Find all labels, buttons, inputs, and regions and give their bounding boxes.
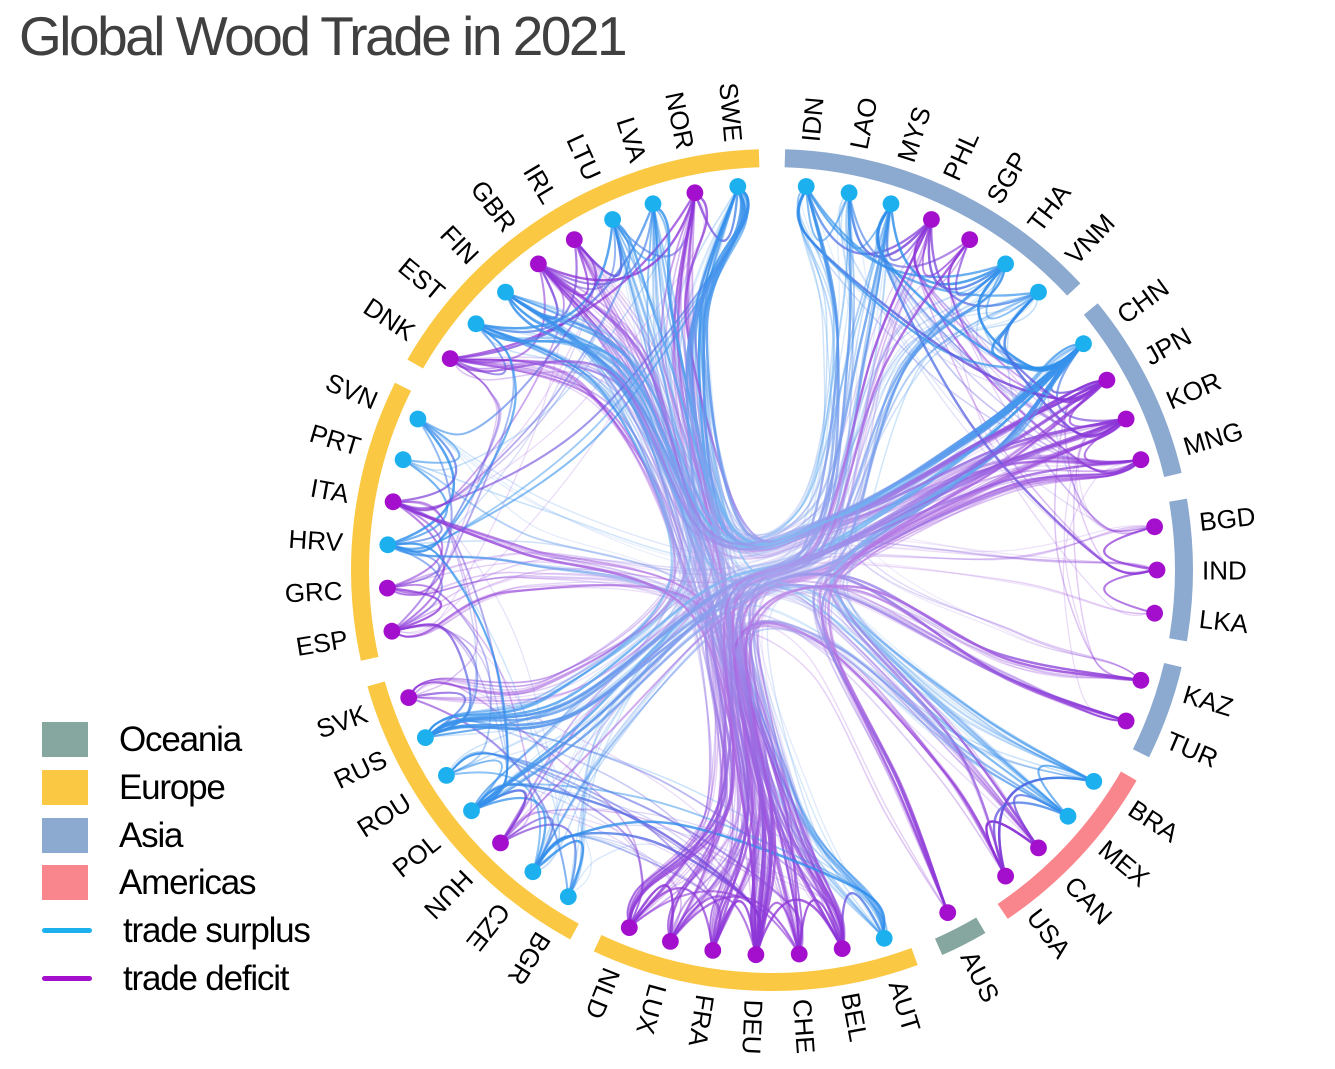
svg-text:ITA: ITA [308, 473, 352, 509]
svg-text:LKA: LKA [1198, 604, 1251, 639]
svg-text:IDN: IDN [796, 96, 830, 143]
svg-text:SWE: SWE [713, 81, 748, 143]
svg-text:DEU: DEU [736, 999, 768, 1055]
svg-text:HRV: HRV [288, 524, 345, 557]
svg-text:BGD: BGD [1198, 501, 1257, 537]
svg-text:GRC: GRC [284, 576, 343, 609]
svg-text:IND: IND [1202, 555, 1247, 585]
svg-text:CHE: CHE [787, 998, 821, 1055]
